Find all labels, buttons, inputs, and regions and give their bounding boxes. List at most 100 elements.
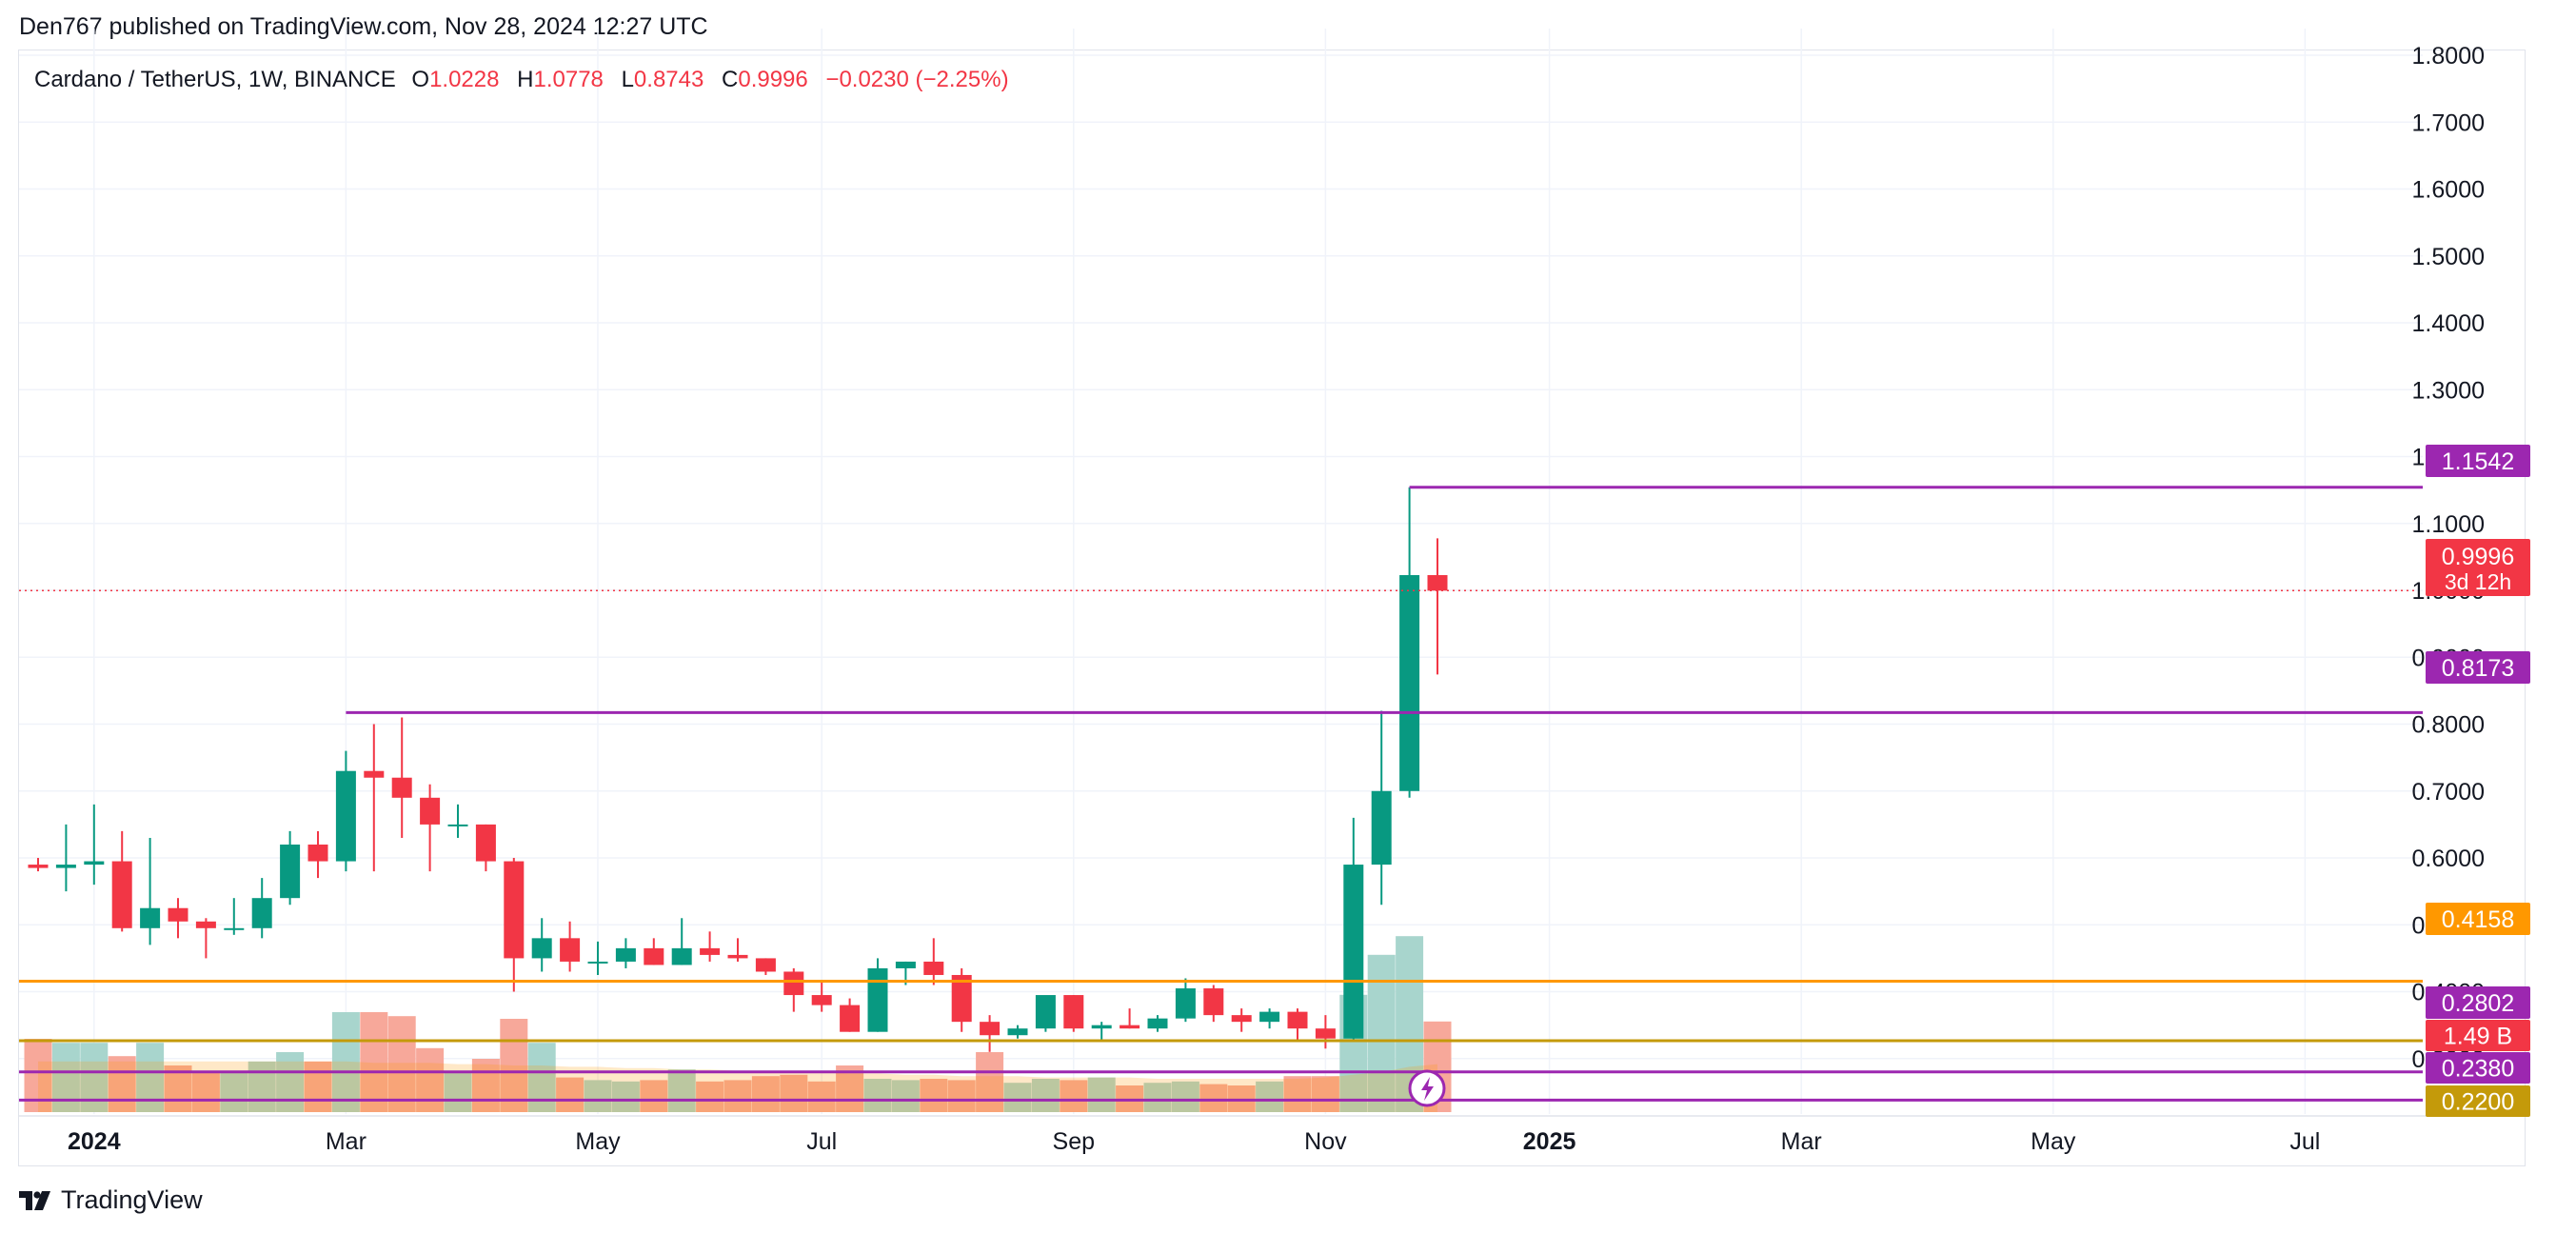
volume-bar: [891, 1080, 920, 1112]
x-tick-label: May: [575, 1128, 621, 1155]
candle: [475, 824, 496, 872]
candle: [1175, 978, 1196, 1023]
candle-body: [1120, 1025, 1140, 1029]
volume-bar: [360, 1012, 388, 1112]
volume-bar: [1031, 1079, 1060, 1112]
volume-bar: [191, 1072, 220, 1112]
candle-body: [280, 844, 301, 899]
svg-text:0.2380: 0.2380: [2442, 1056, 2514, 1083]
publisher-line: Den767 published on TradingView.com, Nov…: [19, 13, 708, 40]
candle-body: [700, 947, 721, 955]
candle: [1315, 1015, 1336, 1049]
volume-bar: [751, 1076, 780, 1112]
high-label: H: [517, 67, 534, 92]
volume-bar: [947, 1080, 976, 1112]
x-tick-label: Nov: [1304, 1128, 1347, 1155]
y-tick-label: 1.8000: [2412, 43, 2485, 70]
candle: [1231, 1008, 1252, 1032]
candle-body: [560, 938, 581, 962]
candle: [840, 998, 861, 1032]
candle: [335, 750, 356, 872]
candle: [307, 830, 328, 879]
candle-body: [1343, 865, 1364, 1039]
horizontal-levels: [19, 486, 2423, 1107]
candle-body: [28, 865, 49, 868]
y-tick-label: 1.1000: [2412, 511, 2485, 538]
x-tick-label: 2024: [68, 1128, 121, 1155]
candle: [1147, 1015, 1168, 1032]
grid: [19, 29, 2423, 1114]
candle-body: [923, 961, 944, 975]
symbol-legend: Cardano / TetherUS, 1W, BINANCE O1.0228 …: [34, 67, 1009, 93]
candle-body: [84, 861, 105, 866]
candle: [980, 1015, 1001, 1052]
volume-bar: [108, 1056, 136, 1112]
volume-label: 1.49 B: [2426, 1020, 2530, 1051]
candle-body: [1259, 1011, 1280, 1023]
candle: [1063, 995, 1084, 1032]
volume-bar: [611, 1081, 640, 1112]
candle-body: [1147, 1018, 1168, 1029]
candle-body: [867, 967, 888, 1032]
x-tick-label: Jul: [806, 1128, 837, 1155]
x-tick-label: 2025: [1523, 1128, 1576, 1155]
candle-body: [587, 961, 608, 964]
candle-body: [475, 824, 496, 862]
svg-text:3d 12h: 3d 12h: [2445, 569, 2511, 594]
high-value: 1.0778: [533, 67, 604, 92]
y-tick-label: 1.7000: [2412, 109, 2485, 136]
candle-body: [447, 824, 468, 826]
candle: [251, 878, 272, 939]
footer-brand[interactable]: TradingView: [19, 1185, 203, 1215]
volume-bar: [556, 1077, 585, 1112]
candle-body: [111, 861, 132, 928]
svg-text:0.4158: 0.4158: [2442, 906, 2514, 933]
candle: [1120, 1008, 1140, 1029]
candle-body: [224, 927, 245, 930]
candle-body: [895, 961, 916, 968]
candle-body: [364, 770, 385, 778]
candle: [1343, 817, 1364, 1043]
volume-bar: [807, 1081, 836, 1112]
volume-bar: [1199, 1084, 1228, 1112]
candle: [140, 837, 161, 945]
candle: [615, 938, 636, 968]
candles: [28, 487, 1448, 1052]
y-tick-label: 0.8000: [2412, 712, 2485, 739]
volume-bar: [387, 1016, 416, 1112]
candle: [1371, 710, 1392, 906]
volume-bar: [1087, 1077, 1116, 1112]
candle-body: [1063, 995, 1084, 1029]
volume-bar: [248, 1061, 276, 1112]
candle: [195, 918, 216, 959]
candle: [727, 938, 748, 962]
volume-bar: [500, 1019, 528, 1112]
volume-bar: [723, 1080, 752, 1112]
candle-body: [168, 907, 188, 922]
candle-body: [335, 770, 356, 862]
candle: [28, 858, 49, 872]
candle-body: [1175, 988, 1196, 1019]
volume-bar: [220, 1072, 248, 1112]
y-tick-label: 1.4000: [2412, 310, 2485, 337]
candle: [224, 898, 245, 935]
candle-body: [840, 1005, 861, 1032]
candle: [531, 918, 552, 972]
volume-bar: [696, 1081, 724, 1112]
candle-body: [391, 777, 412, 798]
candle: [1091, 1022, 1112, 1043]
volume-bar: [1003, 1083, 1032, 1112]
candle: [1427, 538, 1448, 675]
candle-body: [727, 954, 748, 959]
volume-bar: [976, 1052, 1004, 1112]
tradingview-logo-icon: [19, 1190, 50, 1210]
svg-text:0.9996: 0.9996: [2442, 544, 2514, 570]
candle: [560, 921, 581, 972]
volume-ma-area: [38, 1061, 1437, 1112]
candle-body: [55, 865, 76, 868]
level-label-0.2200: 0.2200: [2426, 1085, 2530, 1117]
symbol-name: Cardano / TetherUS, 1W, BINANCE: [34, 67, 396, 92]
svg-text:0.2802: 0.2802: [2442, 990, 2514, 1017]
